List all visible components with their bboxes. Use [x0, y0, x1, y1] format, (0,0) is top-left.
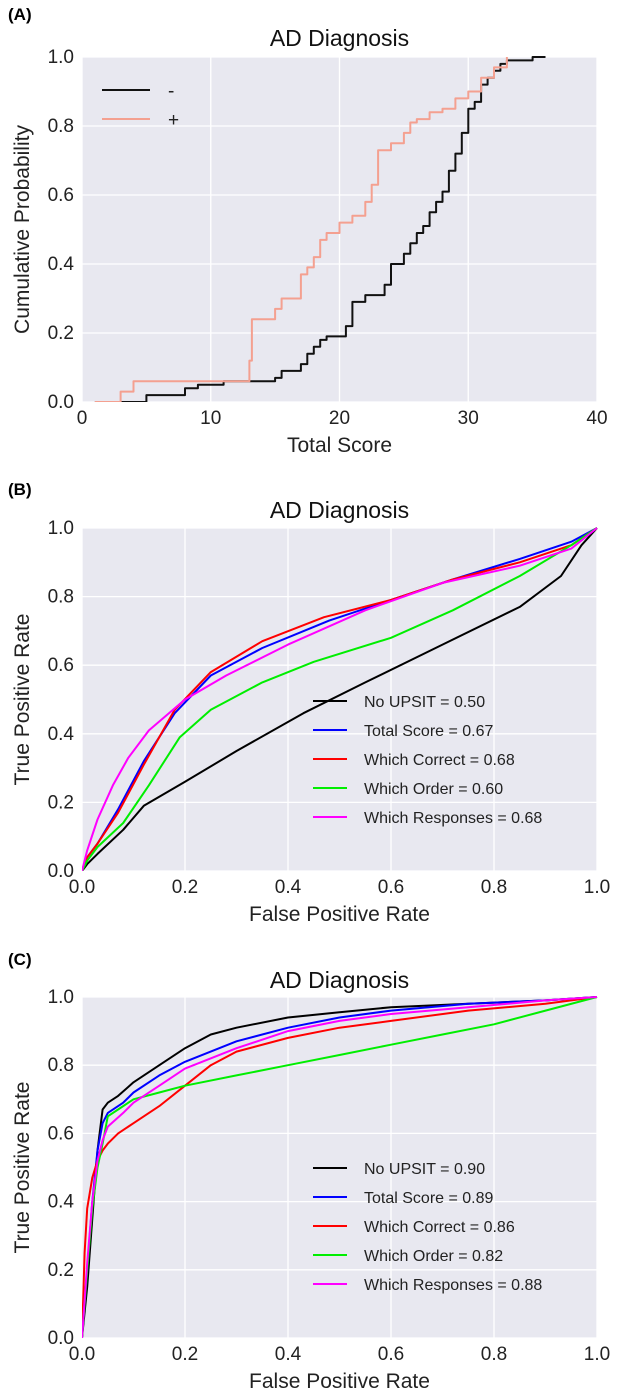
y-tick-label: 0.6 [48, 655, 74, 676]
series-line-1 [82, 527, 598, 871]
y-tick-label: 0.8 [48, 1055, 74, 1076]
y-tick-label: 0.4 [48, 724, 75, 745]
y-tick-label: 0.6 [48, 185, 74, 206]
x-tick-label: 1.0 [584, 1344, 610, 1365]
series-line-4 [82, 527, 598, 871]
legend-label: Total Score = 0.67 [364, 723, 494, 740]
x-tick-label: 0.0 [69, 877, 95, 898]
legend-label: + [168, 110, 179, 131]
series-line-2 [94, 57, 508, 402]
x-tick-label: 0.8 [481, 877, 507, 898]
y-axis-label: True Positive Rate [11, 614, 34, 786]
y-tick-label: 1.0 [48, 987, 74, 1008]
panel-b: (B) AD Diagnosis 0.0 0.2 0.4 0.6 0.8 1.0 0.0 0.2 0… [8, 480, 610, 926]
x-axis-label: False Positive Rate [249, 1370, 430, 1393]
x-tick-label: 20 [329, 408, 350, 429]
chart-title: AD Diagnosis [270, 25, 409, 51]
x-axis-label: Total Score [287, 434, 392, 457]
series-line-1 [94, 56, 546, 402]
y-tick-label: 0.2 [48, 323, 74, 344]
legend: No UPSIT = 0.50 Total Score = 0.67 Which C… [313, 694, 542, 827]
y-tick-label: 1.0 [48, 518, 74, 539]
y-tick-label: 0.4 [48, 1192, 75, 1213]
legend-label: No UPSIT = 0.50 [364, 694, 485, 711]
y-tick-label: 0.6 [48, 1123, 74, 1144]
x-tick-label: 1.0 [584, 877, 610, 898]
series-line-3 [82, 527, 598, 871]
x-tick-label: 10 [200, 408, 221, 429]
panel-letter: (B) [8, 480, 32, 499]
panel-c: (C) AD Diagnosis 0.0 0.2 0.4 0.6 0.8 1.0 0.0 0.2 0… [8, 950, 610, 1393]
panel-a: (A) AD Diagnosis 0 10 20 30 40 0.0 0.2 0.4 0.6 0.8 1… [8, 5, 608, 457]
legend: -+ [102, 81, 179, 131]
legend-label: Which Responses = 0.68 [364, 810, 542, 827]
y-tick-label: 0.4 [48, 254, 75, 275]
series-line-5 [82, 996, 598, 1338]
legend: No UPSIT = 0.90 Total Score = 0.89 Which C… [313, 1161, 542, 1294]
series-line-3 [82, 996, 598, 1338]
plot-area [82, 528, 597, 871]
chart-title: AD Diagnosis [270, 497, 409, 523]
x-tick-label: 0.2 [172, 877, 198, 898]
panel-letter: (C) [8, 950, 32, 969]
legend-label: Total Score = 0.89 [364, 1190, 494, 1207]
chart-title: AD Diagnosis [270, 967, 409, 993]
y-tick-label: 0.0 [48, 392, 74, 413]
legend-label: Which Order = 0.60 [364, 781, 503, 798]
x-tick-label: 0.0 [69, 1344, 95, 1365]
legend-label: Which Correct = 0.86 [364, 1219, 515, 1236]
x-tick-label: 0.2 [172, 1344, 198, 1365]
x-tick-label: 0 [77, 408, 88, 429]
legend-label: Which Correct = 0.68 [364, 752, 515, 769]
legend-label: No UPSIT = 0.90 [364, 1161, 485, 1178]
y-tick-label: 0.2 [48, 1260, 74, 1281]
y-tick-label: 0.0 [48, 861, 74, 882]
y-tick-label: 0.8 [48, 587, 74, 608]
y-tick-label: 0.8 [48, 116, 74, 137]
legend-label: Which Responses = 0.88 [364, 1277, 542, 1294]
x-tick-label: 0.6 [378, 877, 404, 898]
panel-letter: (A) [8, 5, 32, 24]
x-tick-label: 0.8 [481, 1344, 507, 1365]
x-tick-label: 0.4 [275, 877, 302, 898]
x-tick-label: 0.4 [275, 1344, 302, 1365]
series-line-5 [82, 527, 598, 871]
y-axis-label: Cumulative Probability [11, 125, 34, 334]
y-axis-label: True Positive Rate [11, 1082, 34, 1254]
x-axis-label: False Positive Rate [249, 903, 430, 926]
y-tick-label: 0.0 [48, 1328, 74, 1349]
x-tick-label: 30 [458, 408, 479, 429]
legend-label: Which Order = 0.82 [364, 1248, 503, 1265]
x-tick-label: 40 [586, 408, 607, 429]
y-tick-label: 1.0 [48, 47, 74, 68]
y-tick-label: 0.2 [48, 792, 74, 813]
legend-label: - [168, 81, 174, 102]
x-tick-label: 0.6 [378, 1344, 404, 1365]
